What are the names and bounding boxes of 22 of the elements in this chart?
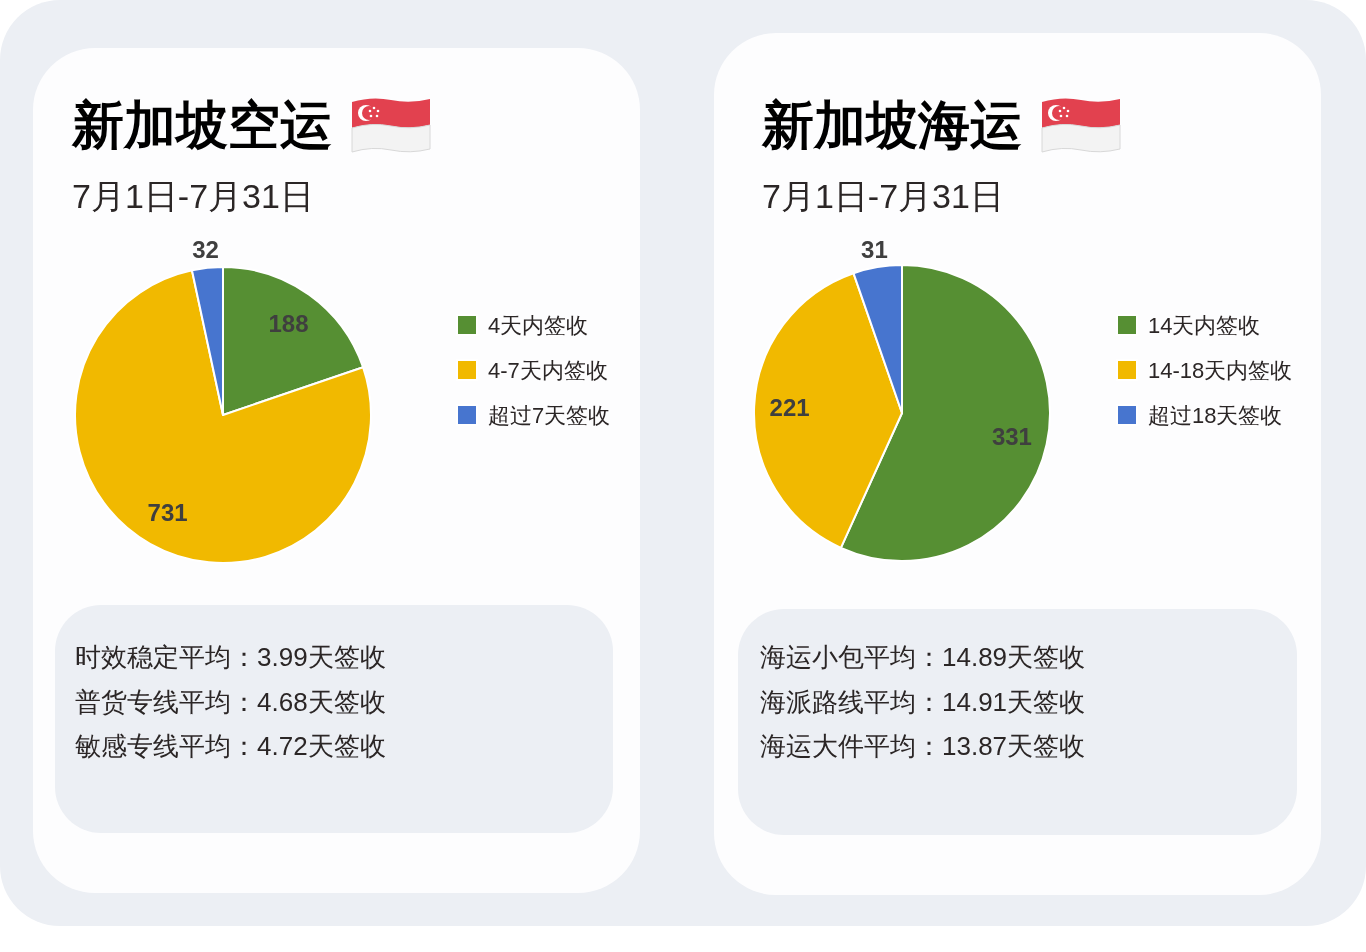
chart-title: 新加坡海运: [762, 95, 1022, 156]
data-label: 188: [268, 310, 309, 338]
legend-label: 4天内签收: [488, 312, 589, 338]
text: 普货专线平均：4.68天签收: [75, 685, 386, 719]
text: 海派路线平均：14.91天签收: [760, 685, 1086, 719]
text: 海运大件平均：13.87天签收: [760, 730, 1086, 763]
legend-label: 超过18天签收: [1148, 402, 1283, 428]
chart-subtitle: 7月1日-7月31日: [72, 176, 314, 216]
legend-label: 14天内签收: [1148, 312, 1261, 338]
legend-label: 14-18天内签收: [1148, 357, 1293, 383]
data-label: 731: [147, 499, 188, 527]
chart-title: 新加坡空运: [72, 95, 332, 156]
data-label: 31: [861, 235, 888, 263]
legend-label: 4-7天内签收: [488, 357, 608, 383]
text: 时效稳定平均：3.99天签收: [75, 641, 386, 674]
data-label: 32: [192, 236, 219, 264]
chart-subtitle: 7月1日-7月31日: [762, 176, 1004, 216]
text: 海运小包平均：14.89天签收: [760, 641, 1086, 674]
text: 敏感专线平均：4.72天签收: [75, 730, 386, 763]
data-label: 331: [991, 423, 1032, 451]
data-label: 221: [769, 394, 810, 422]
legend-label: 超过7天签收: [488, 402, 611, 428]
